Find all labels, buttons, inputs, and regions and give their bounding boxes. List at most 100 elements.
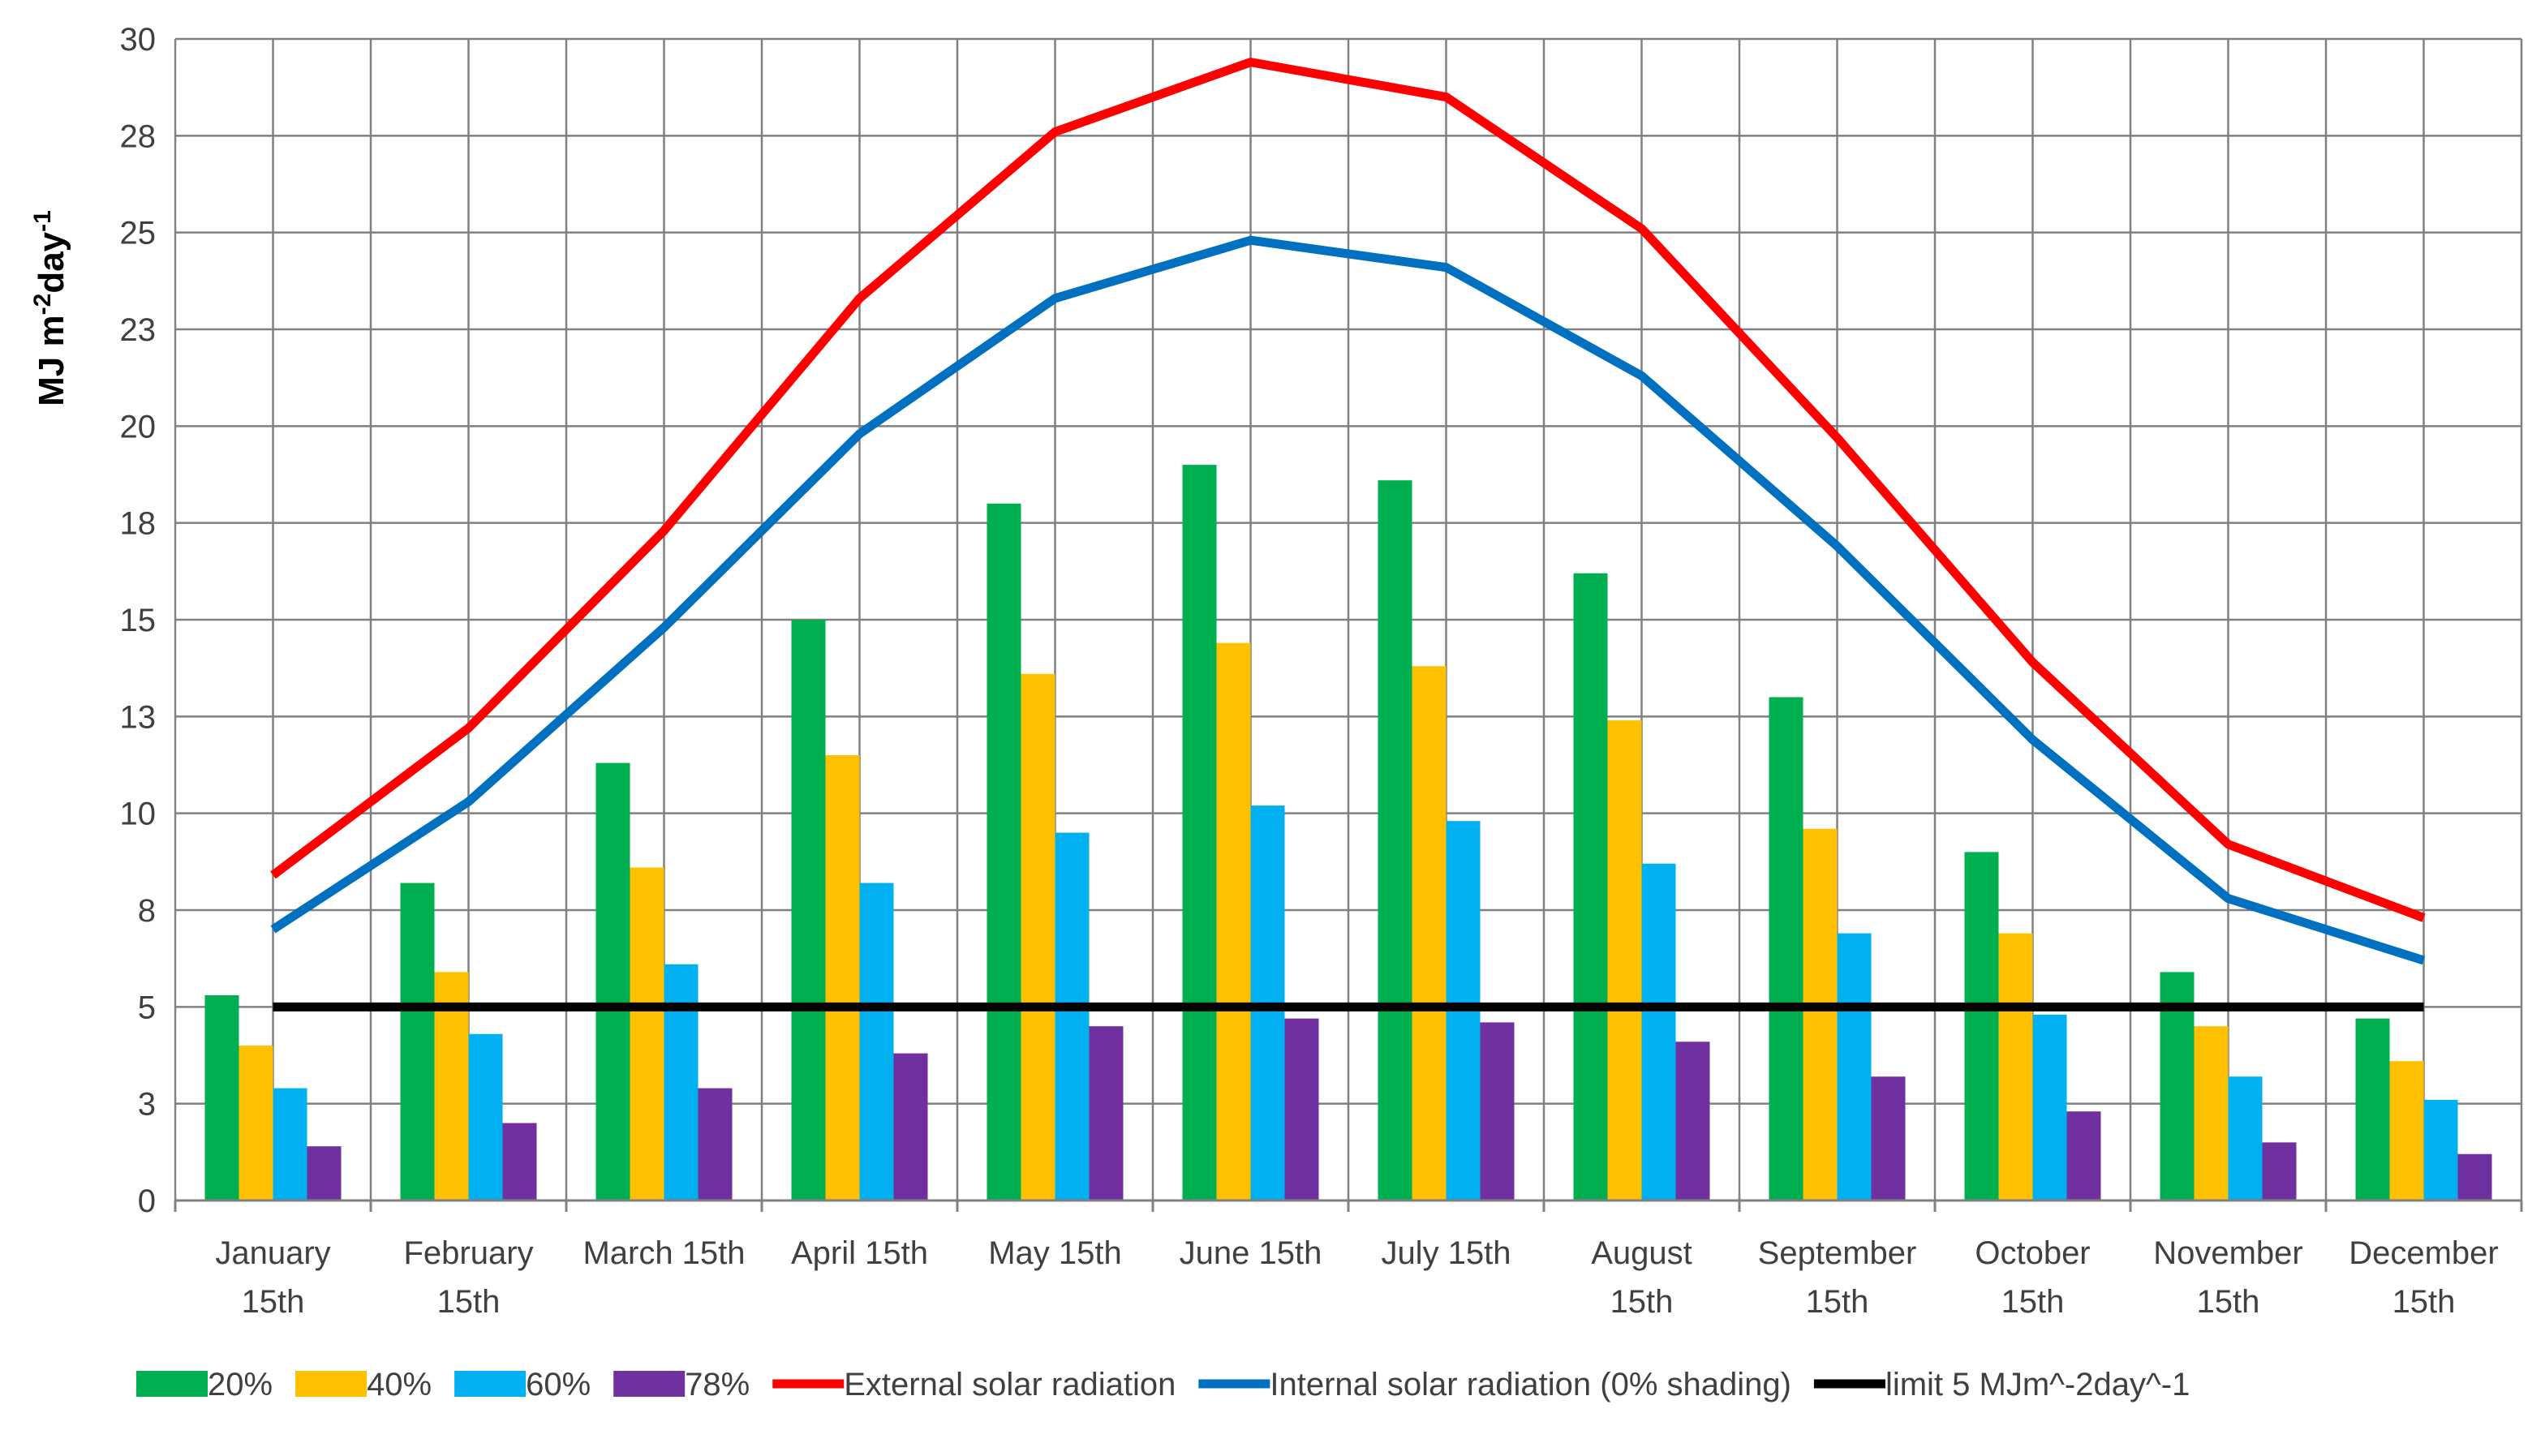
x-tick-label: July 15th (1381, 1235, 1511, 1271)
bar-60% (1641, 863, 1676, 1200)
bar-40% (1607, 720, 1642, 1200)
bar-60% (1837, 933, 1872, 1200)
legend-swatch (613, 1371, 686, 1397)
bar-40% (1803, 828, 1838, 1200)
y-tick-label: 18 (120, 506, 157, 542)
bars (204, 465, 2492, 1200)
y-tick-labels: 0 3 5 8 10 13 15 18 20 23 25 28 30 (120, 22, 157, 1219)
bar-60% (2423, 1099, 2458, 1200)
y-tick-label: 15 (120, 603, 157, 638)
lines (270, 58, 2426, 1011)
x-tick-label: 15th (2001, 1284, 2065, 1320)
bar-20% (2355, 1018, 2390, 1200)
bar-40% (239, 1046, 273, 1200)
legend-item: 78% (613, 1367, 750, 1402)
legend-label: 40% (367, 1367, 432, 1402)
x-tick-label: September (1758, 1235, 1917, 1271)
bar-20% (1964, 852, 1999, 1200)
x-tick-label: 15th (1806, 1284, 1869, 1320)
bar-20% (204, 995, 239, 1200)
bar-40% (2389, 1061, 2424, 1200)
legend-item: 20% (136, 1367, 273, 1402)
legend-label: External solar radiation (844, 1367, 1176, 1402)
legend-item: limit 5 MJm^-2day^-1 (1813, 1367, 2190, 1402)
y-tick-label: 30 (120, 22, 157, 58)
legend-item: Internal solar radiation (0% shading) (1198, 1367, 1791, 1402)
bar-40% (1998, 933, 2033, 1200)
x-tick-label: October (1975, 1235, 2090, 1271)
x-tick-label: May 15th (988, 1235, 1122, 1271)
bar-60% (1055, 832, 1090, 1200)
bar-20% (400, 883, 435, 1200)
x-tick-label: 15th (2197, 1284, 2260, 1320)
bar-78% (502, 1123, 537, 1200)
x-tick-labels: January 15th February 15th March 15th April 1… (215, 1235, 2498, 1320)
y-tick-label: 0 (138, 1183, 156, 1219)
bar-20% (1182, 465, 1217, 1200)
bar-78% (698, 1088, 733, 1200)
x-tick-label: August (1591, 1235, 1692, 1271)
legend-item: 60% (454, 1367, 591, 1402)
legend-swatch (295, 1371, 368, 1397)
legend-label: 78% (685, 1367, 750, 1402)
legend-swatch (454, 1371, 527, 1397)
bar-20% (1378, 480, 1412, 1200)
bar-78% (1089, 1026, 1124, 1200)
x-tick-label: November (2153, 1235, 2303, 1271)
line-Internal solar radiation (0% shading) (270, 235, 2426, 965)
bar-40% (1216, 642, 1251, 1200)
bar-60% (273, 1088, 307, 1200)
x-tick-label: April 15th (791, 1235, 928, 1271)
y-tick-label: 3 (138, 1087, 156, 1123)
bar-78% (307, 1146, 342, 1200)
y-tick-label: 5 (138, 990, 156, 1025)
x-tick-label: 15th (1610, 1284, 1674, 1320)
bar-20% (595, 762, 630, 1200)
bar-40% (2194, 1026, 2229, 1200)
bar-60% (664, 964, 699, 1200)
bar-60% (2228, 1076, 2263, 1200)
bar-20% (987, 503, 1021, 1200)
bar-20% (1573, 573, 1608, 1200)
legend-label: 60% (526, 1367, 591, 1402)
legend: 20% 40% 60% 78% External solar radiation Inte… (136, 1367, 2190, 1402)
bar-78% (1675, 1042, 1710, 1200)
line-External solar radiation (270, 58, 2426, 922)
bar-78% (2066, 1111, 2101, 1200)
bar-60% (468, 1033, 503, 1200)
bar-60% (2032, 1014, 2067, 1200)
y-axis-label: MJ m-2day-1 (29, 210, 71, 406)
bar-40% (630, 867, 664, 1200)
bar-60% (859, 883, 894, 1200)
x-tick-label: February (403, 1235, 533, 1271)
legend-label: limit 5 MJm^-2day^-1 (1885, 1367, 2190, 1402)
bar-20% (1769, 697, 1803, 1200)
bar-40% (1021, 673, 1055, 1200)
x-tick-label: December (2349, 1235, 2499, 1271)
bar-78% (893, 1053, 928, 1200)
bar-78% (2457, 1153, 2492, 1200)
axes (174, 1199, 2523, 1212)
legend-item: 40% (295, 1367, 432, 1402)
y-tick-label: 23 (120, 312, 157, 348)
bar-78% (1871, 1076, 1906, 1200)
x-tick-label: January (215, 1235, 330, 1271)
legend-label: Internal solar radiation (0% shading) (1270, 1367, 1791, 1402)
y-tick-label: 10 (120, 797, 157, 832)
legend-item: External solar radiation (772, 1367, 1176, 1402)
bar-78% (1284, 1018, 1319, 1200)
y-tick-label: 13 (120, 699, 157, 735)
y-tick-label: 28 (120, 118, 157, 154)
bar-40% (825, 755, 860, 1200)
x-tick-label: 15th (437, 1284, 501, 1320)
x-tick-label: March 15th (583, 1235, 745, 1271)
legend-swatch (136, 1371, 208, 1397)
y-tick-label: 20 (120, 409, 157, 445)
bar-78% (1480, 1022, 1515, 1200)
bar-40% (1412, 666, 1447, 1200)
bar-20% (791, 620, 826, 1200)
x-tick-label: 15th (242, 1284, 305, 1320)
legend-label: 20% (208, 1367, 273, 1402)
x-tick-label: 15th (2392, 1284, 2456, 1320)
